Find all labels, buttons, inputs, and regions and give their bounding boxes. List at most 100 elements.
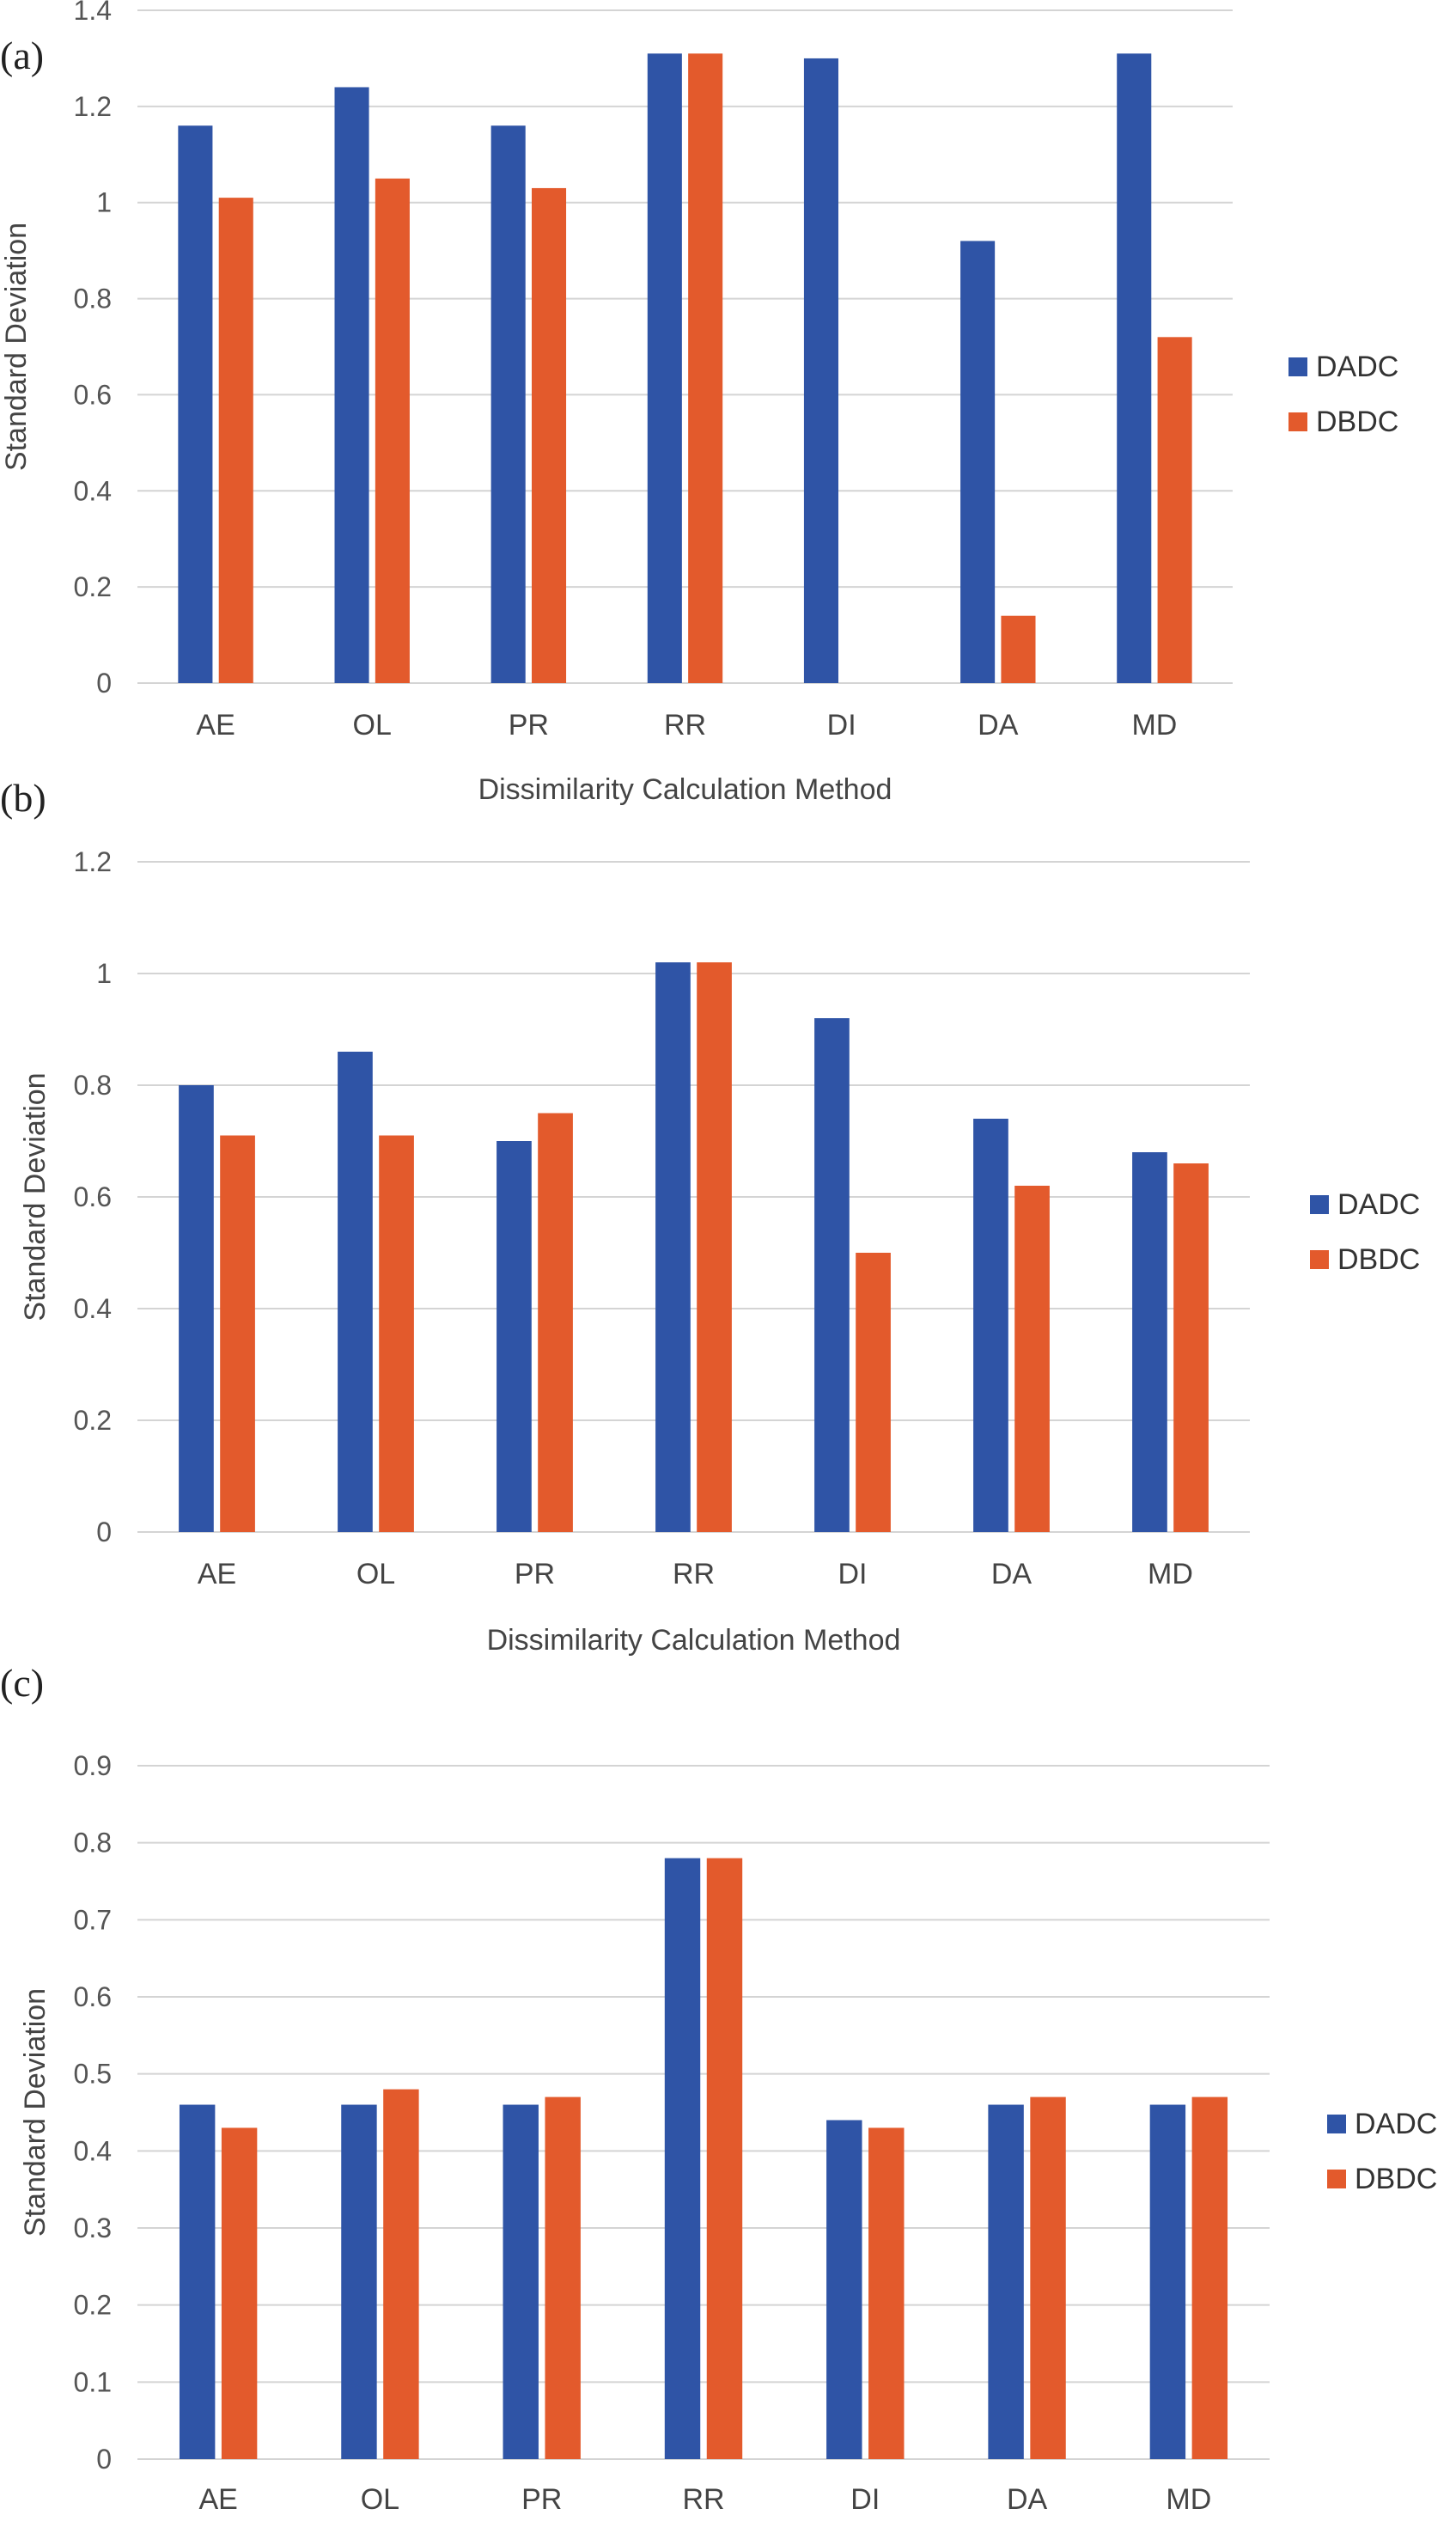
legend-swatch-dadc xyxy=(1327,2115,1346,2133)
x-tick-label: AE xyxy=(198,1558,236,1590)
bar-dadc-di xyxy=(803,58,838,683)
bar-dadc-pr xyxy=(490,125,526,683)
bar-dadc-di xyxy=(814,1018,850,1532)
bar-dadc-md xyxy=(1117,53,1152,684)
bar-dbdc-rr xyxy=(697,962,732,1532)
x-axis-title: Dissimilarity Calculation Method xyxy=(478,773,892,806)
bar-dadc-pr xyxy=(497,1141,532,1532)
bar-dadc-md xyxy=(1132,1152,1167,1532)
bar-dbdc-pr xyxy=(538,1113,573,1532)
chart-a-svg: 0 0.2 0.4 0.6 0.8 1 1.2 1.4 AE OL PR RR DI DA MD Dissim… xyxy=(0,0,1398,806)
x-tick-label: PR xyxy=(509,709,549,742)
x-tick-label: MD xyxy=(1148,1558,1193,1590)
bar-dadc-di xyxy=(826,2120,862,2459)
bar-dadc-ae xyxy=(179,1085,214,1532)
bar-dbdc-di xyxy=(868,2127,905,2459)
bar-dadc-ol xyxy=(338,1052,373,1532)
bar-dbdc-da xyxy=(1014,1186,1050,1532)
y-tick-label: 0.7 xyxy=(74,1904,112,1935)
x-tick-label: DA xyxy=(978,709,1019,742)
y-tick-label: 1.2 xyxy=(74,846,112,877)
y-tick-label: 0.4 xyxy=(74,2135,112,2166)
y-tick-label: 0.8 xyxy=(74,1070,112,1101)
y-tick-label: 0.1 xyxy=(74,2366,112,2397)
y-tick-label: 0.6 xyxy=(74,1181,112,1212)
x-tick-label: RR xyxy=(664,709,706,742)
y-tick-label: 1 xyxy=(96,958,112,989)
bar-dadc-ae xyxy=(178,125,213,683)
chart-panel-a: (a) 0 0.2 0.4 0.6 0.8 1 1.2 1.4 AE OL PR RR DI DA MD Di… xyxy=(0,0,1456,825)
y-tick-label: 0.8 xyxy=(74,1828,112,1859)
x-tick-label: OL xyxy=(361,2483,399,2516)
legend-swatch-dbdc xyxy=(1310,1250,1329,1269)
bar-dadc-ol xyxy=(341,2104,377,2459)
bar-dbdc-ae xyxy=(221,2127,258,2459)
x-tick-label: DI xyxy=(827,709,856,742)
y-tick-label: 1.4 xyxy=(74,0,112,26)
x-tick-label: RR xyxy=(682,2483,724,2516)
legend-label-dbdc: DBDC xyxy=(1355,2163,1437,2195)
bar-dadc-ae xyxy=(179,2104,216,2459)
x-axis-title: Dissimilarity Calculation Method xyxy=(487,1624,901,1657)
bar-dadc-rr xyxy=(647,53,682,684)
bar-dadc-md xyxy=(1149,2104,1186,2459)
bar-dbdc-md xyxy=(1191,2097,1228,2459)
y-tick-label: 0.4 xyxy=(74,1293,112,1324)
x-tick-label: DA xyxy=(991,1558,1033,1590)
chart-b-svg: 0 0.2 0.4 0.6 0.8 1 1.2 AE OL PR RR DI DA MD Dissimila… xyxy=(19,846,1420,1657)
chart-panel-b: (b) 0 0.2 0.4 0.6 0.8 1 1.2 AE OL PR RR DI DA MD Dissi… xyxy=(0,765,1456,1675)
y-tick-label: 0.2 xyxy=(74,2290,112,2321)
bar-dbdc-md xyxy=(1173,1163,1209,1532)
y-axis-title: Standard Deviation xyxy=(0,223,33,471)
y-tick-label: 0.2 xyxy=(74,1405,112,1436)
x-tick-label: MD xyxy=(1166,2483,1211,2516)
y-axis-title: Standard Deviation xyxy=(19,1072,52,1321)
bar-dadc-da xyxy=(960,241,996,683)
bar-dadc-rr xyxy=(655,962,691,1532)
panel-label-c: (c) xyxy=(0,1661,45,1705)
x-tick-label: AE xyxy=(196,709,235,742)
bar-dbdc-rr xyxy=(688,53,723,684)
bar-dbdc-rr xyxy=(706,1858,743,2459)
legend-label-dadc: DADC xyxy=(1316,351,1398,383)
bar-dbdc-pr xyxy=(532,187,567,683)
y-tick-label: 0 xyxy=(96,668,112,699)
y-tick-label: 0 xyxy=(96,1517,112,1547)
bar-dbdc-ol xyxy=(375,178,410,683)
bar-dbdc-ae xyxy=(218,198,253,683)
x-tick-label: PR xyxy=(521,2483,562,2516)
x-tick-label: DI xyxy=(838,1558,868,1590)
bar-dadc-ol xyxy=(334,87,369,683)
bar-dbdc-md xyxy=(1157,337,1192,683)
bar-dbdc-pr xyxy=(545,2097,581,2459)
x-tick-label: PR xyxy=(515,1558,555,1590)
legend-label-dbdc: DBDC xyxy=(1337,1243,1420,1276)
y-axis-title: Standard Deviation xyxy=(19,1988,52,2237)
y-tick-label: 0.6 xyxy=(74,379,112,410)
x-tick-label: DI xyxy=(850,2483,880,2516)
x-tick-label: RR xyxy=(673,1558,715,1590)
y-tick-label: 0.4 xyxy=(74,475,112,506)
bar-dadc-da xyxy=(973,1119,1008,1532)
x-tick-label: AE xyxy=(198,2483,237,2516)
bar-dadc-da xyxy=(988,2104,1024,2459)
x-tick-label: OL xyxy=(353,709,392,742)
panel-label-b: (b) xyxy=(0,776,46,820)
y-tick-label: 1 xyxy=(96,187,112,218)
panel-label-a: (a) xyxy=(0,34,45,77)
bar-dadc-pr xyxy=(503,2104,539,2459)
bar-dbdc-ae xyxy=(220,1135,255,1532)
bar-dbdc-da xyxy=(1030,2097,1066,2459)
bar-dbdc-da xyxy=(1001,615,1036,683)
legend-label-dbdc: DBDC xyxy=(1316,406,1398,438)
y-tick-label: 1.2 xyxy=(74,91,112,122)
y-tick-label: 0.8 xyxy=(74,284,112,314)
y-tick-label: 0.9 xyxy=(74,1750,112,1781)
x-tick-label: OL xyxy=(356,1558,395,1590)
bar-dadc-rr xyxy=(664,1858,701,2459)
y-tick-label: 0.2 xyxy=(74,571,112,602)
x-tick-label: MD xyxy=(1131,709,1177,742)
y-tick-label: 0.3 xyxy=(74,2213,112,2243)
bar-dbdc-di xyxy=(856,1253,891,1532)
legend-swatch-dbdc xyxy=(1288,412,1307,431)
